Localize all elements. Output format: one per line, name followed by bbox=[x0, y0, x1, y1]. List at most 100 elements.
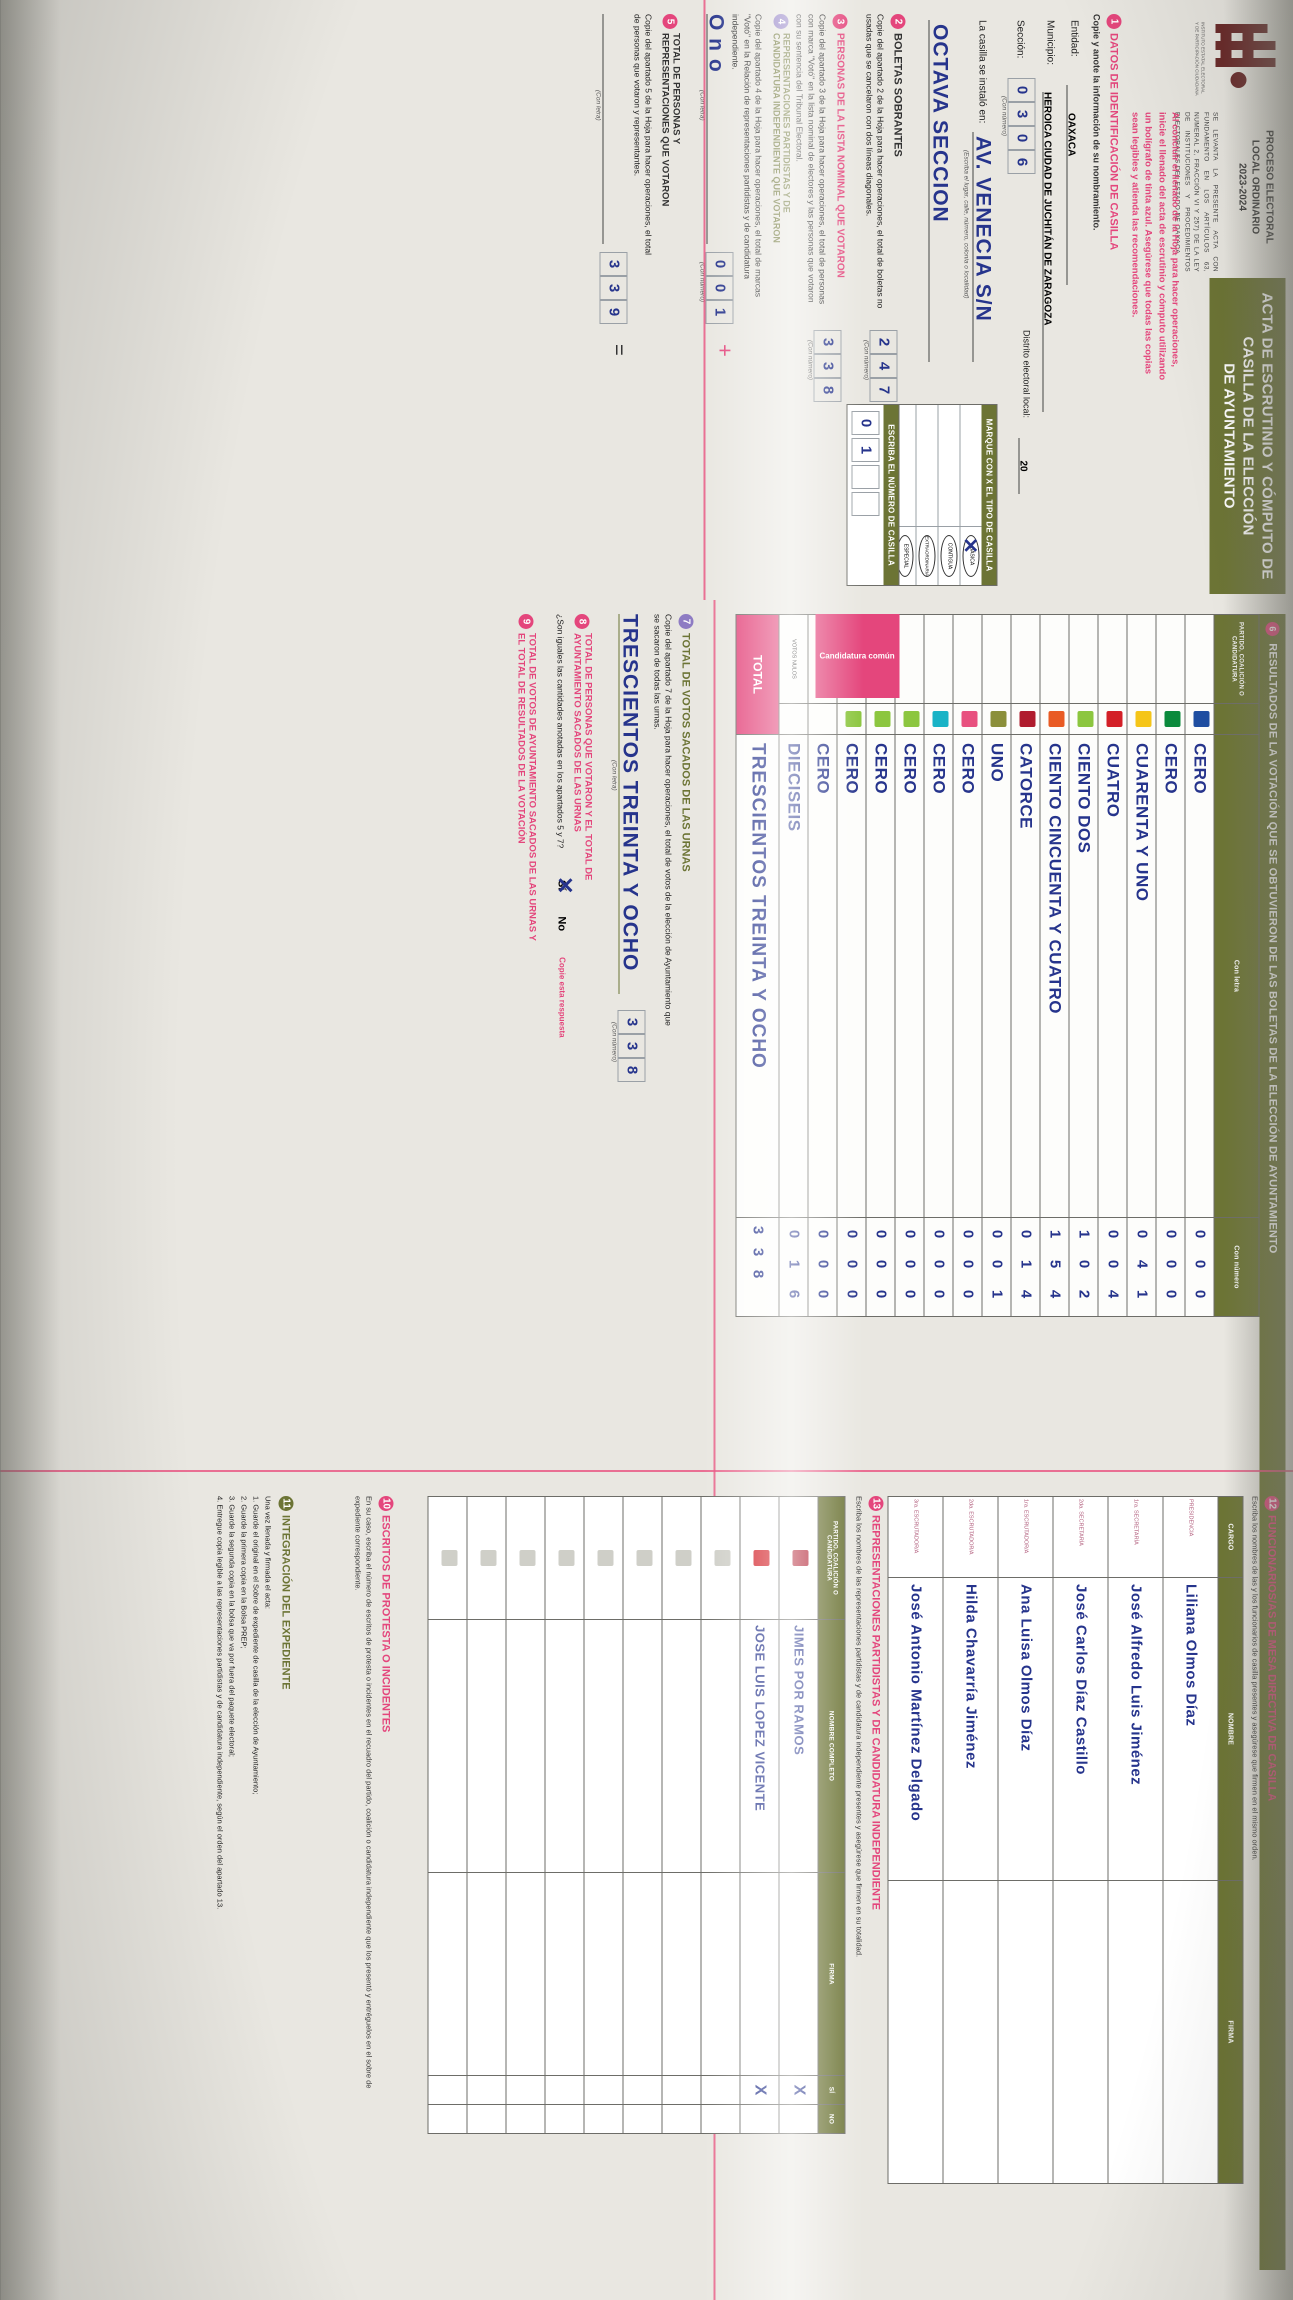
rep-no[interactable] bbox=[778, 2104, 818, 2134]
rep-si[interactable]: X bbox=[739, 2075, 779, 2105]
party-logo-pt bbox=[1097, 703, 1127, 735]
results-row-digits: 000 bbox=[836, 1217, 866, 1317]
rep-firma[interactable] bbox=[466, 1872, 506, 2076]
section-7-hint: (Con letra) bbox=[610, 760, 617, 791]
funcionario-firma[interactable] bbox=[942, 1880, 998, 2184]
rep-nombre bbox=[466, 1619, 506, 1873]
funcionario-cargo: 2da. SECRETARÍA bbox=[1052, 1496, 1108, 1578]
section-8-question: ¿Son iguales las cantidades anotadas en … bbox=[555, 614, 565, 849]
section-3-digits: 338 bbox=[813, 330, 841, 402]
results-row-digits: 000 bbox=[865, 1217, 895, 1317]
representacion-row: JIMES POR RAMOS X bbox=[778, 1496, 818, 2134]
rep-no[interactable] bbox=[544, 2104, 584, 2134]
results-row: CUARENTA Y UNO 041 bbox=[1126, 614, 1156, 1317]
representacion-row bbox=[622, 1496, 662, 2134]
results-row: CERO 000 bbox=[1184, 614, 1214, 1317]
seccion-digits: 0306 bbox=[1007, 78, 1035, 174]
results-total-digits: 338 bbox=[735, 1217, 779, 1317]
tipo-option-extraordinaria[interactable]: EXTRAORDINARIA bbox=[915, 527, 937, 585]
numero-casilla-header: ESCRIBA EL NÚMERO DE CASILLA bbox=[883, 405, 898, 585]
rep-no[interactable] bbox=[661, 2104, 701, 2134]
rep-nombre bbox=[544, 1619, 584, 1873]
numero-digit-0: 0 bbox=[851, 411, 879, 435]
s7-d2: 8 bbox=[617, 1058, 645, 1082]
results-row-label bbox=[1126, 614, 1156, 704]
results-row-digits: 000 bbox=[894, 1217, 924, 1317]
rep-firma[interactable] bbox=[700, 1872, 740, 2076]
rep-nombre: JIMES POR RAMOS bbox=[778, 1619, 818, 1873]
section-5-digits: 339 bbox=[599, 252, 627, 324]
rep-col-firma: FIRMA bbox=[817, 1872, 845, 2076]
rep-no[interactable] bbox=[505, 2104, 545, 2134]
rep-firma[interactable] bbox=[427, 1872, 467, 2076]
rep-nombre bbox=[661, 1619, 701, 1873]
rep-no[interactable] bbox=[622, 2104, 662, 2134]
rep-si[interactable] bbox=[622, 2075, 662, 2105]
rep-no[interactable] bbox=[700, 2104, 740, 2134]
funcionario-firma[interactable] bbox=[887, 1880, 943, 2184]
party-logo-nulos bbox=[778, 703, 808, 735]
rep-si[interactable]: X bbox=[778, 2075, 818, 2105]
rep-firma[interactable] bbox=[505, 1872, 545, 2076]
party-logo-pan bbox=[1184, 703, 1214, 735]
rep-si[interactable] bbox=[661, 2075, 701, 2105]
numero-digit-2 bbox=[851, 465, 879, 489]
section-8-note: Copie esta respuesta bbox=[557, 957, 567, 1038]
rep-no[interactable] bbox=[583, 2104, 623, 2134]
rep-no[interactable] bbox=[739, 2104, 779, 2134]
party-logo-morena bbox=[1010, 703, 1040, 735]
results-row-letters: DIECISEIS bbox=[778, 734, 808, 1218]
results-row: VOTOS NULOS DIECISEIS 016 bbox=[778, 614, 808, 1317]
tipo-option-contigua[interactable]: CONTIGUA bbox=[937, 527, 959, 585]
results-row-label bbox=[923, 614, 953, 704]
rep-si[interactable] bbox=[427, 2075, 467, 2105]
representacion-row: JOSE LUIS LOPEZ VICENTE X bbox=[739, 1496, 779, 2134]
rep-si[interactable] bbox=[544, 2075, 584, 2105]
rep-firma[interactable] bbox=[778, 1872, 818, 2076]
section-7-digits: 338 bbox=[617, 1010, 645, 1082]
results-row-label bbox=[981, 614, 1011, 704]
rep-nombre bbox=[427, 1619, 467, 1873]
rep-party-logo bbox=[505, 1496, 545, 1620]
section-4-text: Copie del apartado 4 de la Hoja para hac… bbox=[730, 14, 763, 298]
entidad-field: OAXACA bbox=[1065, 85, 1081, 285]
section-4-digits: 001 bbox=[705, 252, 733, 324]
rep-firma[interactable] bbox=[544, 1872, 584, 2076]
section-5-hint: (Con letra) bbox=[594, 90, 601, 121]
results-row-digits: 000 bbox=[807, 1217, 837, 1317]
party-logo-psd bbox=[952, 703, 982, 735]
rep-firma[interactable] bbox=[739, 1872, 779, 2076]
rep-nombre bbox=[505, 1619, 545, 1873]
funcionario-cargo: 1ra. SECRETARÍA bbox=[1107, 1496, 1163, 1578]
funcionario-firma[interactable] bbox=[1107, 1880, 1163, 2184]
rep-firma[interactable] bbox=[622, 1872, 662, 2076]
rep-si[interactable] bbox=[700, 2075, 740, 2105]
rep-firma[interactable] bbox=[583, 1872, 623, 2076]
party-logo-mc bbox=[1039, 703, 1069, 735]
section-7-letters: TRESCIENTOS TREINTA Y OCHO bbox=[618, 614, 641, 994]
rep-si[interactable] bbox=[583, 2075, 623, 2105]
funcionario-firma[interactable] bbox=[1162, 1880, 1218, 2184]
funcionario-firma[interactable] bbox=[1052, 1880, 1108, 2184]
seccion-digit-2: 0 bbox=[1007, 126, 1035, 150]
rep-si[interactable] bbox=[505, 2075, 545, 2105]
results-row-letters: UNO bbox=[981, 734, 1011, 1218]
rep-party-logo bbox=[622, 1496, 662, 1620]
rep-no[interactable] bbox=[466, 2104, 506, 2134]
acta-title: ACTA DE ESCRUTINIO Y CÓMPUTO DE CASILLA … bbox=[1208, 278, 1285, 594]
s4-d1: 0 bbox=[705, 276, 733, 300]
numero-digit-3 bbox=[851, 492, 879, 516]
results-row-label bbox=[1097, 614, 1127, 704]
rep-firma[interactable] bbox=[661, 1872, 701, 2076]
answer-no[interactable]: No bbox=[555, 916, 567, 932]
results-col-party: PARTIDO, COALICIÓN O CANDIDATURA bbox=[1213, 614, 1259, 704]
s5-d1: 3 bbox=[599, 276, 627, 300]
rep-no[interactable] bbox=[427, 2104, 467, 2134]
rep-si[interactable] bbox=[466, 2075, 506, 2105]
funcionario-firma[interactable] bbox=[997, 1880, 1053, 2184]
results-row: CERO 000 bbox=[865, 614, 895, 1317]
tipo-option-basica[interactable]: BÁSICA ✕ bbox=[958, 527, 981, 585]
answer-si[interactable]: Sí ✕ bbox=[552, 876, 577, 895]
results-row-digits: 000 bbox=[923, 1217, 953, 1317]
